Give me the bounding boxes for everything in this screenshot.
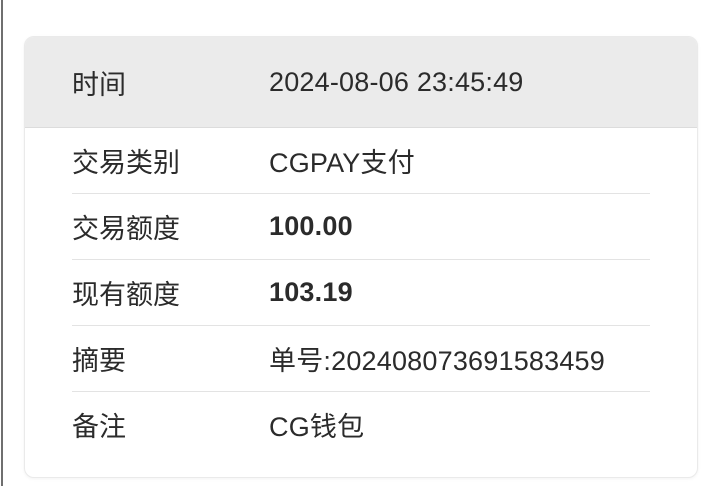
current-balance-value: 103.19 — [269, 277, 353, 307]
transaction-amount-label: 交易额度 — [72, 214, 180, 244]
row-divider — [72, 391, 650, 392]
row-divider — [72, 259, 650, 260]
summary-label: 摘要 — [72, 346, 126, 376]
transaction-type-label: 交易类别 — [72, 148, 180, 178]
row-time: 时间 2024-08-06 23:45:49 — [25, 37, 697, 128]
remark-label: 备注 — [72, 412, 126, 442]
row-summary: 摘要 单号:202408073691583459 — [25, 326, 697, 391]
row-transaction-type: 交易类别 CGPAY支付 — [25, 128, 697, 193]
row-divider — [72, 193, 650, 194]
transaction-amount-value: 100.00 — [269, 211, 353, 241]
current-balance-label: 现有额度 — [72, 280, 180, 310]
transaction-type-value: CGPAY支付 — [269, 148, 415, 178]
transaction-detail-card: 时间 2024-08-06 23:45:49 交易类别 CGPAY支付 交易额度… — [24, 36, 698, 478]
time-value: 2024-08-06 23:45:49 — [269, 66, 524, 97]
time-label: 时间 — [72, 69, 126, 100]
row-remark: 备注 CG钱包 — [25, 392, 697, 457]
window-left-edge-line — [1, 0, 3, 486]
row-transaction-amount: 交易额度 100.00 — [25, 194, 697, 259]
row-current-balance: 现有额度 103.19 — [25, 260, 697, 325]
summary-value: 单号:202408073691583459 — [269, 346, 605, 376]
remark-value: CG钱包 — [269, 412, 365, 442]
row-divider — [72, 325, 650, 326]
